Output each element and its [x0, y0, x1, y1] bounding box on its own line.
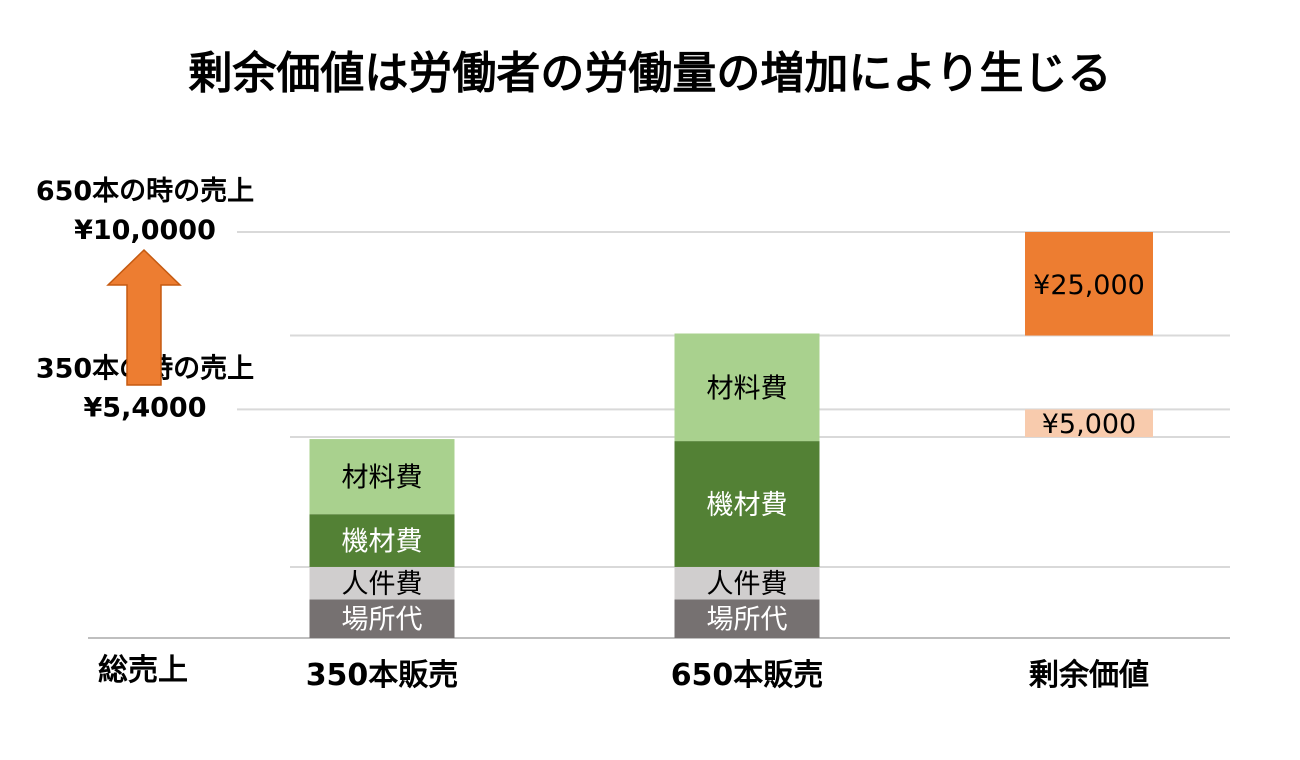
- category-label-0: 350本販売: [306, 658, 459, 693]
- bar-segment-0-3: [309, 439, 455, 515]
- bar-segment-1-0: [674, 599, 820, 638]
- bar-segment-0-1: [309, 566, 455, 600]
- bar-label-1-3: 材料費: [707, 373, 788, 404]
- bar-label-1-1: 人件費: [707, 569, 788, 600]
- bar-segment-1-1: [674, 566, 820, 600]
- category-label-1: 650本販売: [671, 658, 824, 693]
- bar-segment-0-0: [309, 599, 455, 638]
- annotation-line2-0: ¥10,0000: [74, 215, 216, 246]
- bar-segment-1-2: [674, 441, 820, 567]
- bar-label-1-0: 場所代: [707, 605, 788, 636]
- category-label-2: 剰余価値: [1029, 658, 1149, 693]
- bar-label-0-1: 人件費: [342, 569, 423, 600]
- bar-segment-1-3: [674, 333, 820, 442]
- annotation-line1-0: 650本の時の売上: [36, 176, 254, 207]
- annotation-line2-1: ¥5,4000: [84, 392, 207, 423]
- bar-label-1-2: 機材費: [707, 490, 788, 521]
- chart-title: 剰余価値は労働者の労働量の増加により生じる: [188, 48, 1111, 99]
- bar-segment-0-2: [309, 514, 455, 567]
- bar-segment-2-0: [1025, 409, 1153, 438]
- bar-label-2-0: ¥5,000: [1042, 409, 1136, 440]
- bar-label-0-2: 機材費: [342, 527, 423, 558]
- bar-label-0-0: 場所代: [342, 605, 423, 636]
- bar-label-0-3: 材料費: [342, 463, 423, 494]
- up-arrow-icon: [106, 248, 182, 386]
- row-label: 総売上: [98, 653, 188, 688]
- bar-label-2-1: ¥25,000: [1033, 270, 1145, 301]
- bar-segment-2-1: [1025, 232, 1153, 336]
